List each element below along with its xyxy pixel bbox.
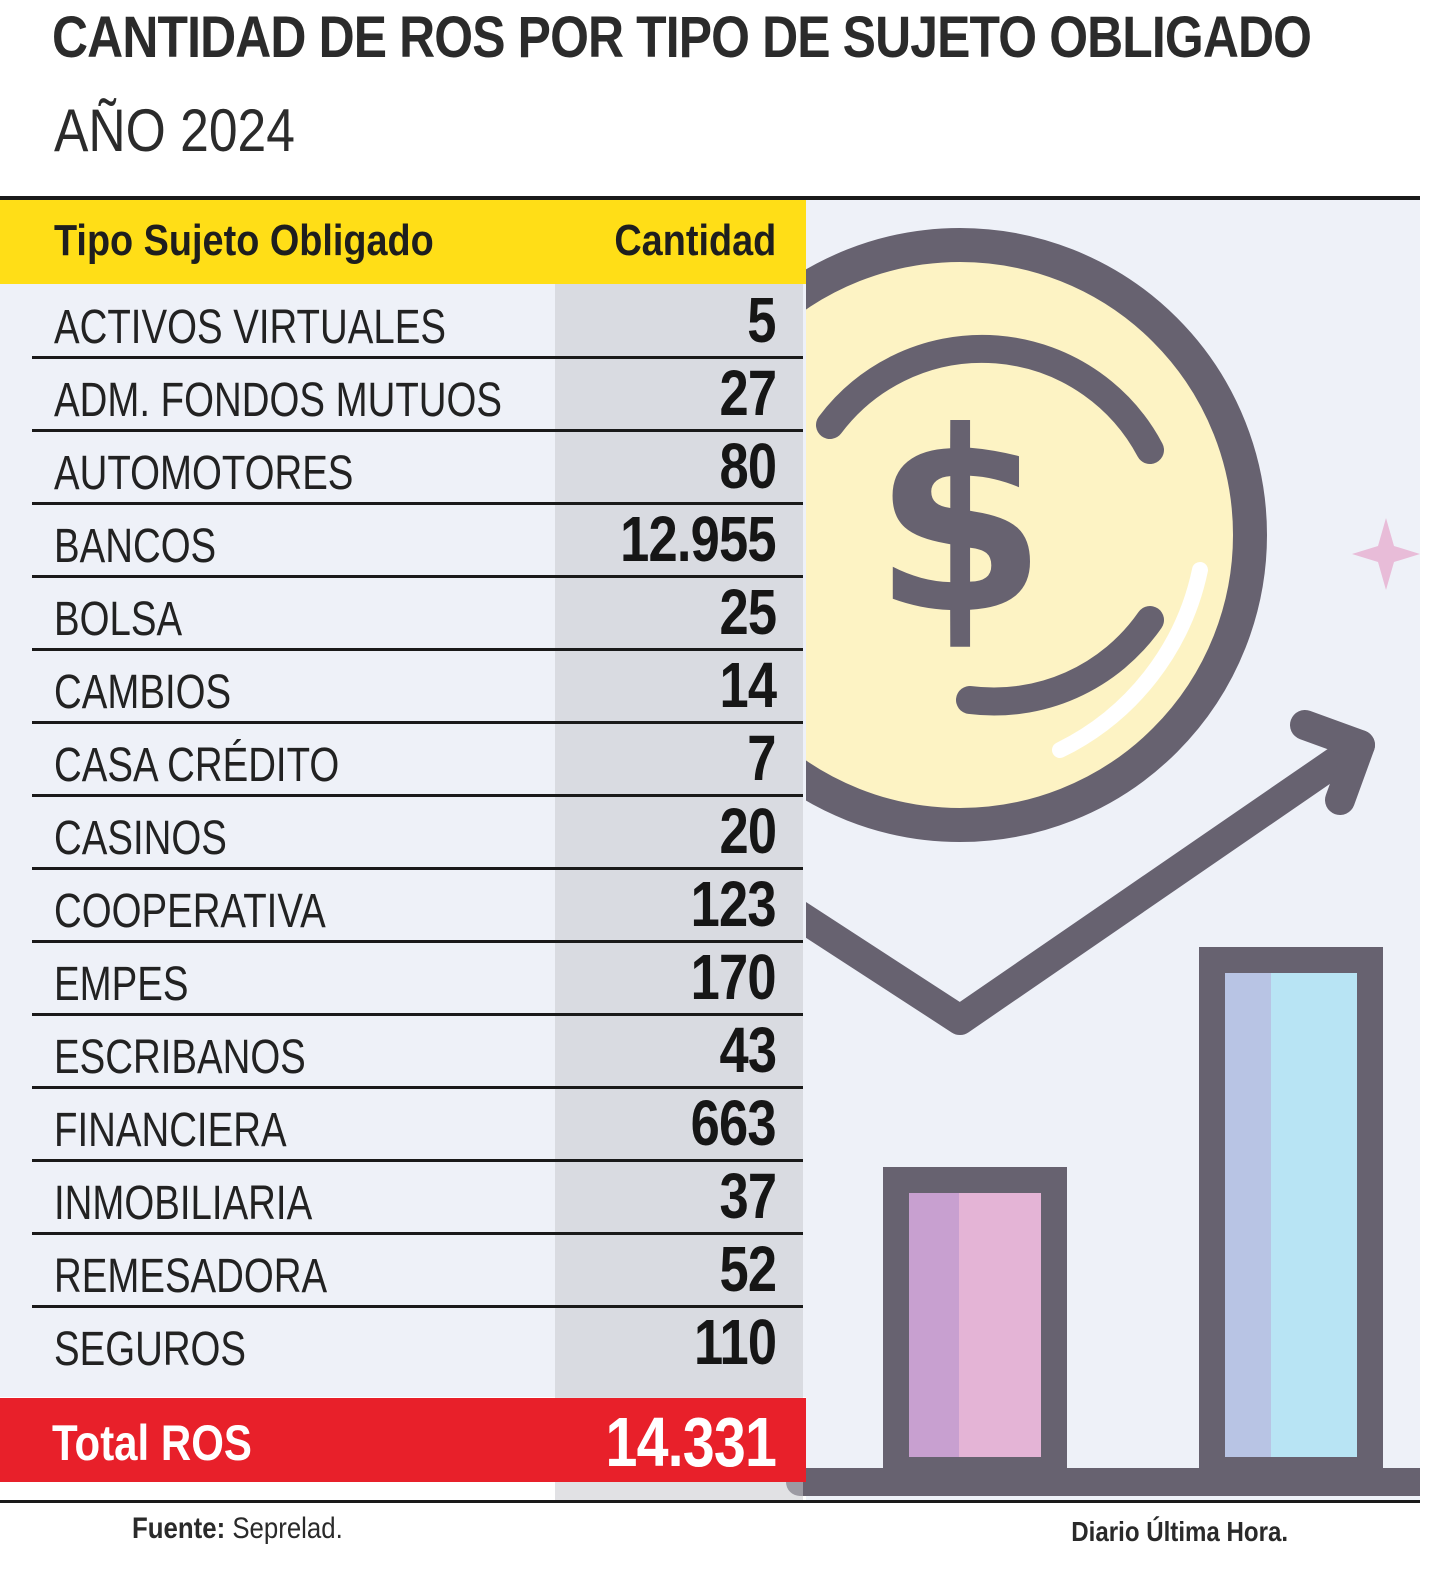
- chart-subtitle: AÑO 2024: [54, 97, 295, 164]
- table-row: ACTIVOS VIRTUALES 5: [0, 284, 806, 359]
- row-divider: [32, 502, 803, 505]
- row-divider: [32, 1159, 803, 1162]
- table-row: ESCRIBANOS 43: [0, 1014, 806, 1089]
- table-row: CAMBIOS 14: [0, 649, 806, 724]
- row-quantity: 663: [690, 1087, 777, 1159]
- row-divider: [32, 575, 803, 578]
- row-divider: [32, 356, 803, 359]
- row-type: INMOBILIARIA: [54, 1177, 313, 1230]
- row-type: ACTIVOS VIRTUALES: [54, 301, 446, 354]
- row-quantity: 123: [690, 868, 777, 940]
- svg-text:$: $: [873, 378, 1047, 669]
- table-row: BOLSA 25: [0, 576, 806, 651]
- row-type: CAMBIOS: [54, 666, 232, 719]
- row-divider: [32, 794, 803, 797]
- row-type: FINANCIERA: [54, 1104, 287, 1157]
- row-quantity: 110: [693, 1306, 777, 1378]
- row-type: BANCOS: [54, 520, 217, 573]
- top-rule: [0, 196, 1420, 200]
- publisher-credit: Diario Última Hora.: [1071, 1516, 1288, 1547]
- sparkle-icon: [1352, 518, 1420, 590]
- row-divider: [32, 429, 803, 432]
- table-row: EMPES 170: [0, 941, 806, 1016]
- row-divider: [32, 867, 803, 870]
- row-quantity: 14: [719, 649, 777, 721]
- row-type: SEGUROS: [54, 1323, 247, 1376]
- total-value: 14.331: [605, 1403, 776, 1481]
- quantity-column-shading: [555, 284, 803, 1500]
- table-row: INMOBILIARIA 37: [0, 1160, 806, 1235]
- table-row: AUTOMOTORES 80: [0, 430, 806, 505]
- row-divider: [32, 1013, 803, 1016]
- row-type: CASA CRÉDITO: [54, 739, 340, 792]
- row-quantity: 80: [719, 430, 777, 502]
- row-type: ADM. FONDOS MUTUOS: [54, 374, 502, 427]
- table-row: SEGUROS 110: [0, 1306, 806, 1379]
- row-divider: [32, 1305, 803, 1308]
- source-note: Fuente: Seprelad.: [132, 1512, 343, 1546]
- bottom-rule: [0, 1500, 1420, 1503]
- total-row: Total ROS 14.331: [0, 1398, 806, 1482]
- table-row: REMESADORA 52: [0, 1233, 806, 1308]
- column-header-type: Tipo Sujeto Obligado: [54, 216, 434, 265]
- table-row: ADM. FONDOS MUTUOS 27: [0, 357, 806, 432]
- row-type: COOPERATIVA: [54, 885, 326, 938]
- table-row: COOPERATIVA 123: [0, 868, 806, 943]
- row-quantity: 12.955: [620, 503, 776, 575]
- row-divider: [32, 721, 803, 724]
- row-quantity: 20: [719, 795, 777, 867]
- row-quantity: 43: [719, 1014, 777, 1086]
- row-quantity: 52: [719, 1233, 777, 1305]
- row-quantity: 7: [747, 722, 777, 794]
- row-quantity: 25: [719, 576, 777, 648]
- row-quantity: 170: [690, 941, 777, 1013]
- row-type: REMESADORA: [54, 1250, 328, 1303]
- table-row: CASA CRÉDITO 7: [0, 722, 806, 797]
- row-type: ESCRIBANOS: [54, 1031, 306, 1084]
- row-quantity: 27: [719, 357, 777, 429]
- bar-graphic-icon: [786, 947, 1420, 1496]
- row-type: EMPES: [54, 958, 189, 1011]
- column-header-quantity: Cantidad: [614, 216, 776, 265]
- total-label: Total ROS: [52, 1415, 252, 1471]
- chart-title: CANTIDAD DE ROS POR TIPO DE SUJETO OBLIG…: [52, 5, 1312, 70]
- source-label: Fuente:: [132, 1512, 226, 1545]
- table-row: FINANCIERA 663: [0, 1087, 806, 1162]
- row-type: CASINOS: [54, 812, 227, 865]
- table-row: CASINOS 20: [0, 795, 806, 870]
- row-type: BOLSA: [54, 593, 183, 646]
- row-divider: [32, 1232, 803, 1235]
- row-divider: [32, 1086, 803, 1089]
- row-type: AUTOMOTORES: [54, 447, 354, 500]
- table-header: Tipo Sujeto Obligado Cantidad: [0, 200, 806, 284]
- source-value: Seprelad.: [232, 1512, 343, 1545]
- row-divider: [32, 940, 803, 943]
- row-divider: [32, 648, 803, 651]
- row-quantity: 5: [747, 284, 777, 356]
- row-quantity: 37: [719, 1160, 777, 1232]
- table-row: BANCOS 12.955: [0, 503, 806, 578]
